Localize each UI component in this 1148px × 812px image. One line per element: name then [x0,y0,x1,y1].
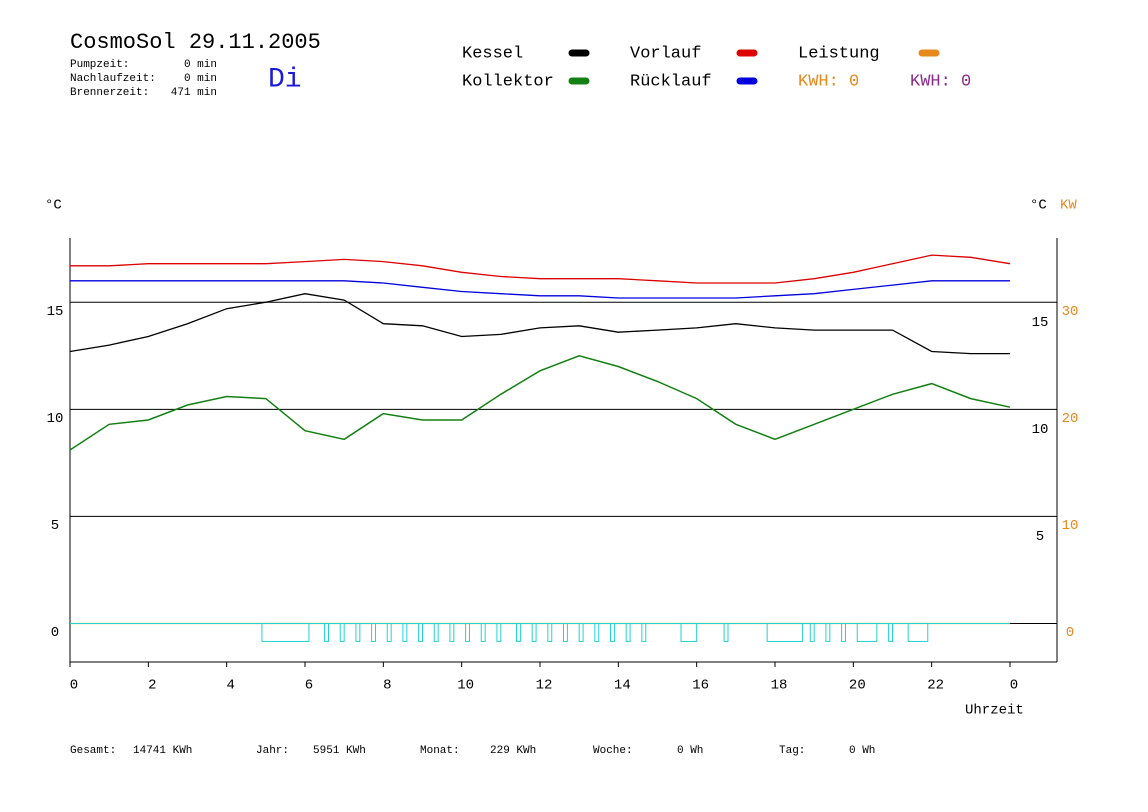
y2-tick-label-c: 15 [1032,315,1049,331]
stat-value: 0 min [184,73,217,85]
legend-label: Leistung [798,44,880,63]
pulse [680,622,698,642]
stat-value: 471 min [171,87,217,99]
pulse [578,622,584,642]
kwh-label: KWH: 0 [798,72,859,91]
x-tick-label: 2 [148,678,156,694]
day-label: Di [268,64,302,95]
pulse [261,622,310,642]
pulse [856,622,878,642]
pulse [888,622,893,642]
x-tick-label: 4 [226,678,234,694]
y2-tick-label: 0 [1066,625,1074,641]
x-tick-label: 10 [457,678,474,694]
pulse [841,622,846,642]
x-tick-label: 14 [614,678,631,694]
pulse [907,622,929,642]
legend-label: Vorlauf [630,44,701,63]
series-line [70,280,1010,299]
pulse [594,622,600,642]
y-tick-label: 15 [47,304,64,320]
x-tick-label: 18 [771,678,788,694]
pulse [625,622,631,642]
y2-tick-label: 20 [1062,411,1079,427]
stat-label: Pumpzeit: [70,59,129,71]
y2-tick-label: 30 [1062,304,1079,320]
stat-label: Nachlaufzeit: [70,73,156,85]
legend-label: Kollektor [462,72,554,91]
x-tick-label: 12 [536,678,553,694]
total-label: Gesamt: [70,745,116,757]
legend-label: Rücklauf [630,72,712,91]
kwh-label: KWH: 0 [910,72,971,91]
pulse [480,622,486,642]
pulse [496,622,502,642]
pulse [547,622,553,642]
pulse [809,622,815,642]
x-tick-label: 22 [927,678,944,694]
y-tick-label: 0 [51,625,59,641]
pulse [610,622,615,642]
legend-label: Kessel [462,44,523,63]
x-axis-label: Uhrzeit [965,703,1024,719]
total-value: 0 Wh [849,745,875,757]
pulse [355,622,361,642]
total-value: 0 Wh [677,745,703,757]
pulse [371,622,377,642]
x-tick-label: 20 [849,678,866,694]
total-value: 14741 KWh [133,745,192,757]
chart-title: CosmoSol 29.11.2005 [70,30,321,55]
pulse [531,622,537,642]
x-tick-label: 0 [1010,678,1018,694]
series-line [69,355,1011,451]
y2-tick-label-c: 5 [1036,529,1044,545]
total-label: Tag: [779,745,805,757]
stat-value: 0 min [184,59,217,71]
x-tick-label: 16 [692,678,709,694]
pulse [386,622,392,642]
pulse [516,622,521,642]
pulse [433,622,439,642]
y2-axis-label-c: °C [1030,198,1047,214]
pulse [766,622,803,642]
total-label: Woche: [593,745,633,757]
pulse [825,622,831,642]
total-value: 229 KWh [490,745,536,757]
stat-label: Brennerzeit: [70,87,149,99]
pulse [324,622,330,642]
series-line [70,254,1011,284]
total-label: Monat: [420,745,460,757]
pulse [465,622,471,642]
series-line [69,293,1010,355]
pulse [449,622,455,642]
pulse [723,622,729,642]
y-tick-label: 5 [51,518,59,534]
total-value: 5951 KWh [313,745,366,757]
pulse [418,622,424,642]
x-tick-label: 0 [70,678,78,694]
y-tick-label: 10 [47,411,64,427]
x-tick-label: 8 [383,678,391,694]
pulse [402,622,408,642]
y2-tick-label-c: 10 [1032,422,1049,438]
pulse [339,622,345,642]
pulse [563,622,568,642]
y-axis-label: °C [45,198,62,214]
total-label: Jahr: [256,745,289,757]
y2-axis-label: KW [1060,198,1077,214]
x-tick-label: 6 [305,678,313,694]
y2-tick-label: 10 [1062,518,1079,534]
pulse [641,622,647,642]
